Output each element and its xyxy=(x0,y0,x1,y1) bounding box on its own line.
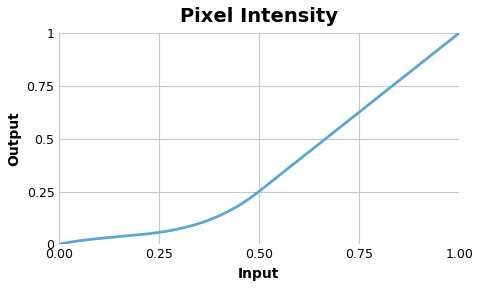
Title: Pixel Intensity: Pixel Intensity xyxy=(180,7,338,26)
Y-axis label: Output: Output xyxy=(7,111,21,166)
X-axis label: Input: Input xyxy=(238,267,279,281)
